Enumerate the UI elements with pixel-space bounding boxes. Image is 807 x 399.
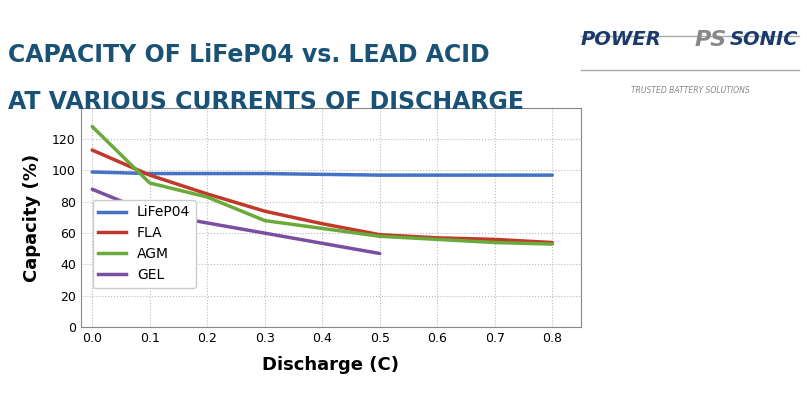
- Text: TRUSTED BATTERY SOLUTIONS: TRUSTED BATTERY SOLUTIONS: [630, 86, 750, 95]
- Text: AT VARIOUS CURRENTS OF DISCHARGE: AT VARIOUS CURRENTS OF DISCHARGE: [8, 90, 524, 114]
- Y-axis label: Capacity (%): Capacity (%): [23, 153, 41, 282]
- Text: CAPACITY OF LiFeP04 vs. LEAD ACID: CAPACITY OF LiFeP04 vs. LEAD ACID: [8, 43, 490, 67]
- Text: SONIC: SONIC: [730, 30, 797, 49]
- Text: POWER: POWER: [581, 30, 662, 49]
- X-axis label: Discharge (C): Discharge (C): [262, 356, 399, 374]
- Legend: LiFeP04, FLA, AGM, GEL: LiFeP04, FLA, AGM, GEL: [93, 200, 196, 288]
- Text: PS: PS: [694, 30, 726, 50]
